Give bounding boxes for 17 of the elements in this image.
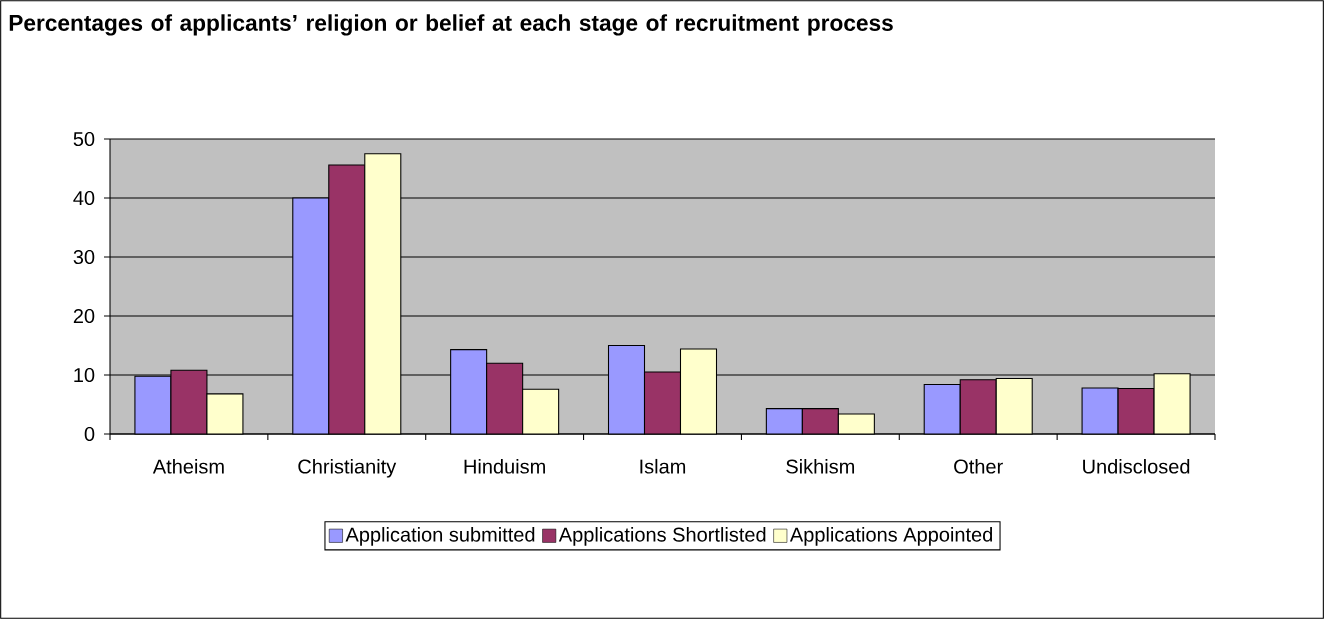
y-tick-label: 20 bbox=[73, 308, 95, 324]
y-tick-label: 30 bbox=[73, 249, 95, 265]
x-tick-label: Other bbox=[954, 458, 1003, 474]
legend-label: Applications Appointed bbox=[789, 527, 993, 546]
legend-label: Applications Shortlisted bbox=[558, 527, 766, 546]
x-tick-label: Sikhism bbox=[786, 458, 855, 474]
chart-title: Percentages of applicants’ religion or belief at each stage of recruitment process bbox=[9, 14, 893, 36]
legend-label: Application submitted bbox=[345, 527, 535, 546]
x-tick-label: Atheism bbox=[152, 458, 224, 474]
y-tick-label: 40 bbox=[73, 190, 95, 206]
x-tick-label: Christianity bbox=[298, 458, 397, 478]
x-tick-label: Islam bbox=[640, 458, 686, 474]
y-tick-label: 10 bbox=[74, 367, 95, 383]
y-tick-label: 50 bbox=[73, 131, 95, 147]
y-tick-label: 0 bbox=[84, 426, 95, 442]
x-tick-label: Hinduism bbox=[464, 458, 545, 474]
x-tick-label: Undisclosed bbox=[1083, 458, 1190, 474]
